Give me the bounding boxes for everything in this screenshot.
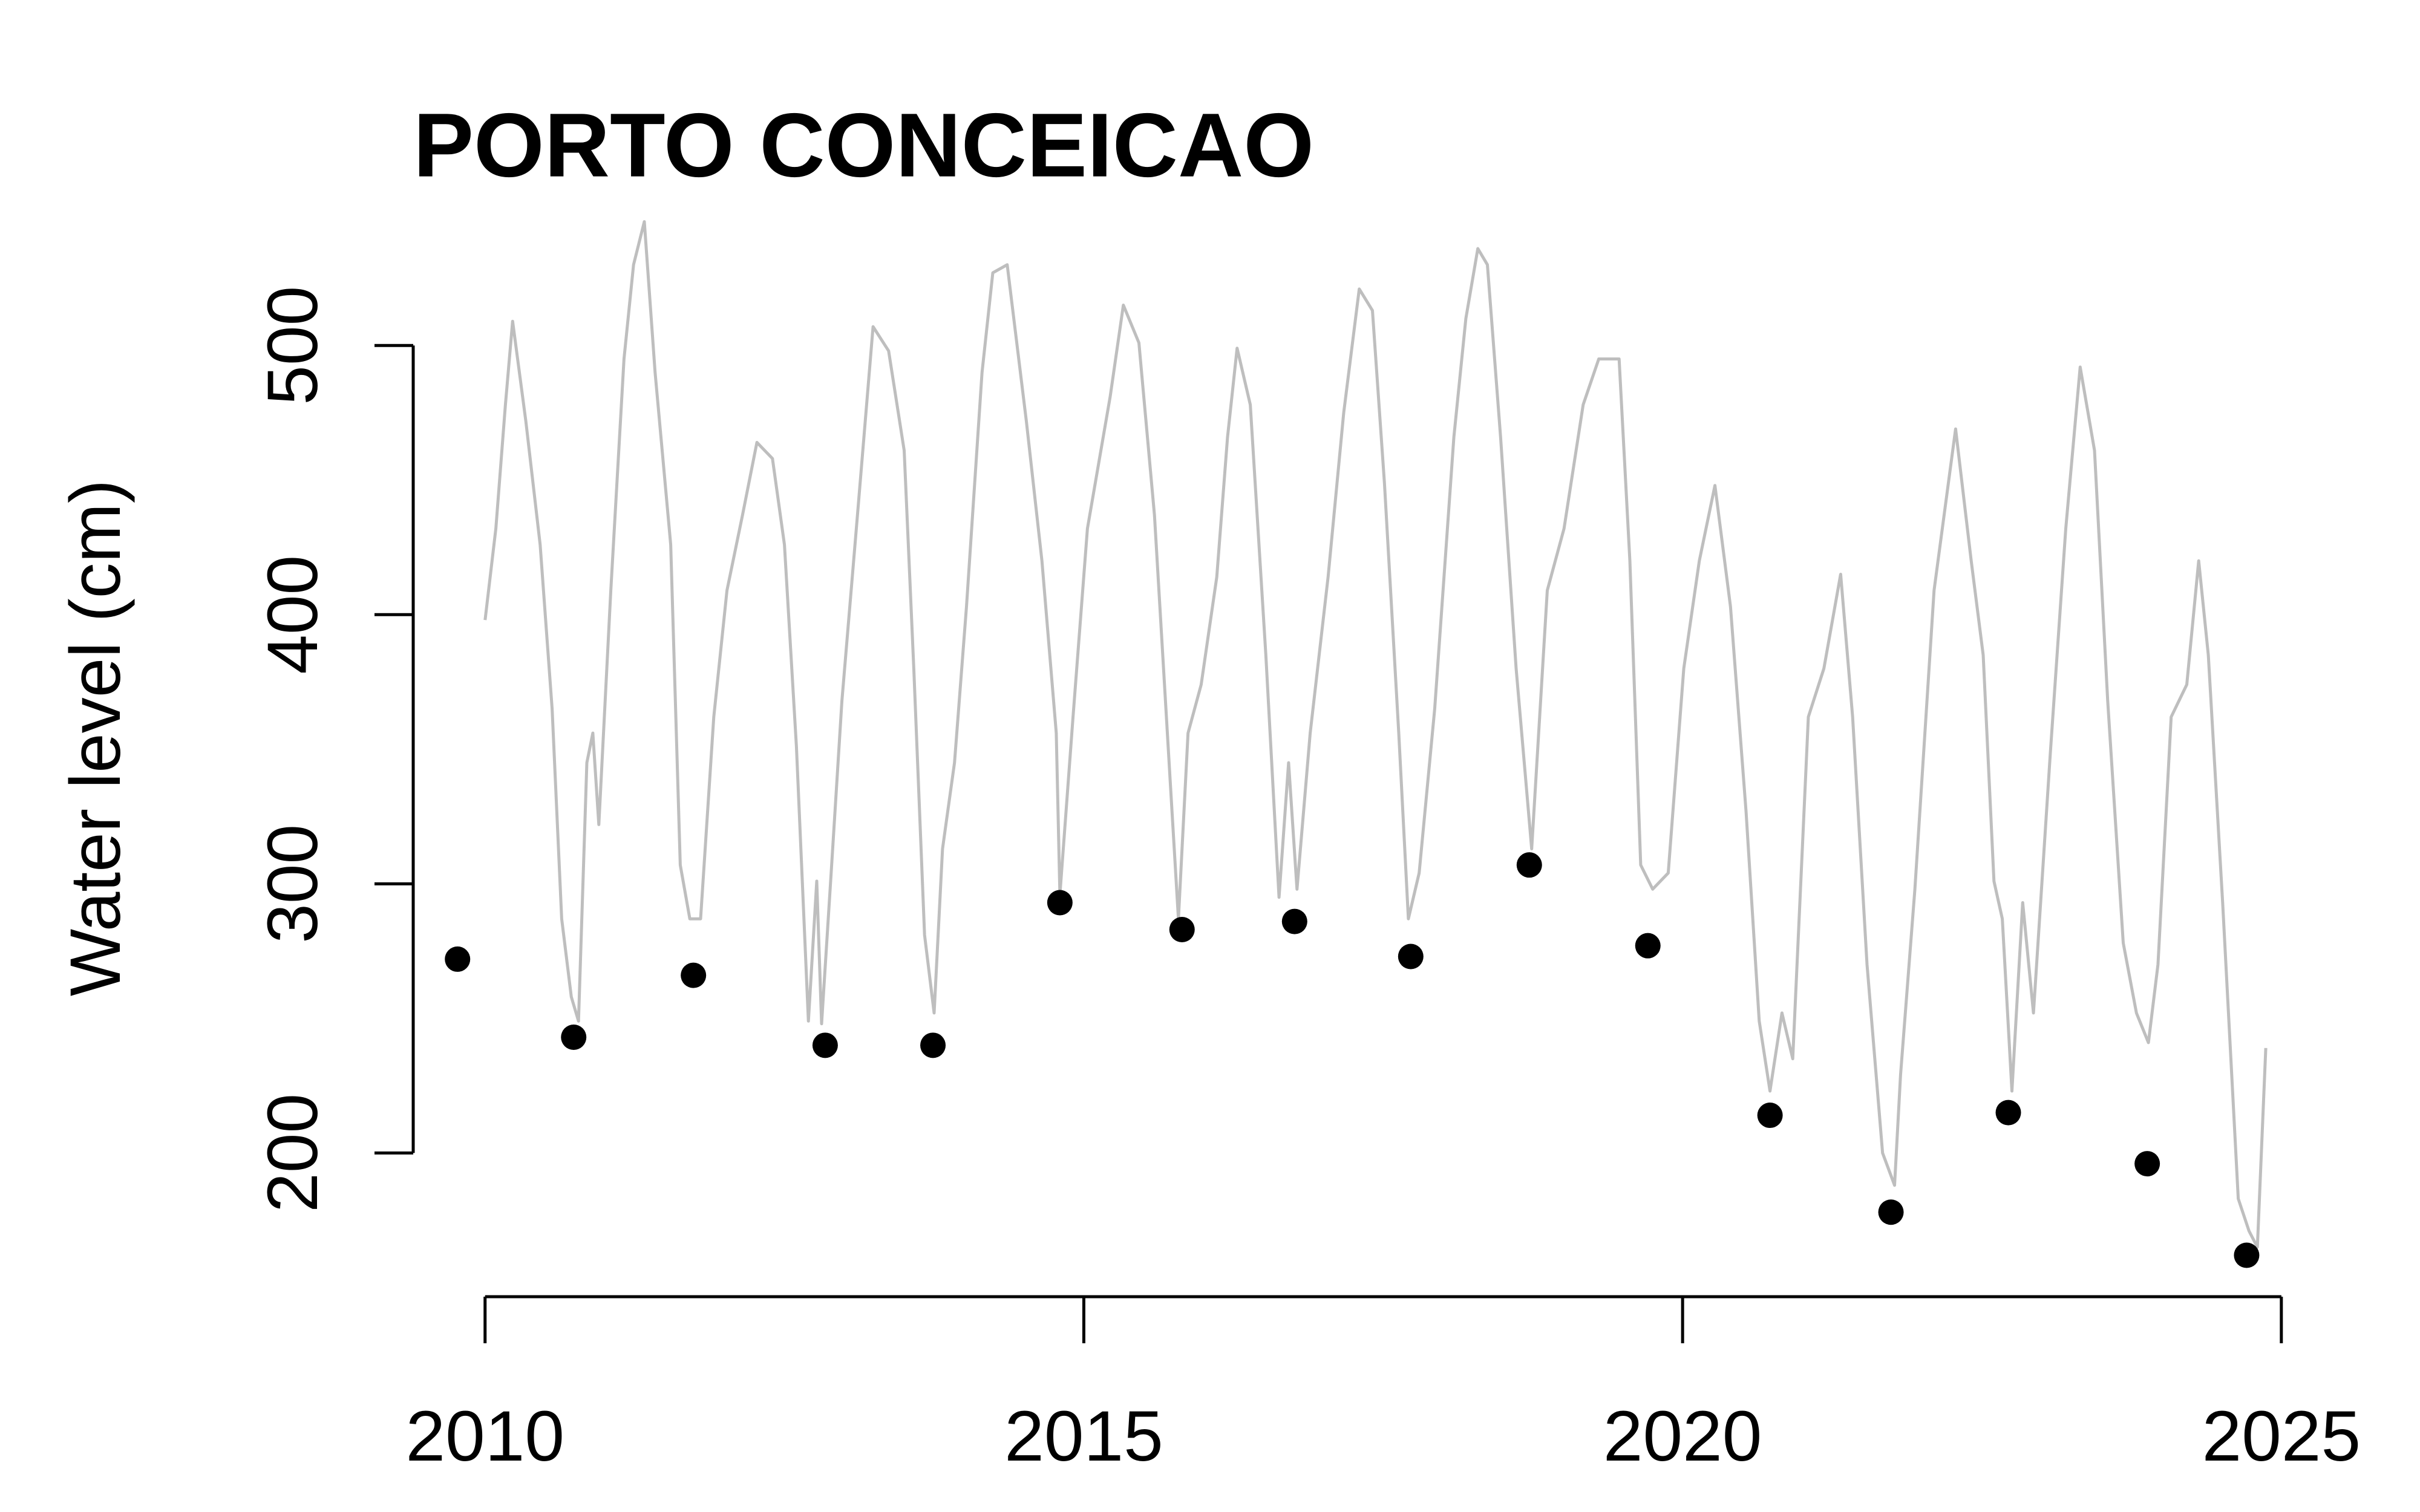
minimum-point <box>1169 916 1195 942</box>
y-tick-label: 200 <box>253 1093 333 1213</box>
x-tick-label: 2015 <box>1004 1396 1163 1476</box>
minimum-point <box>1516 852 1542 878</box>
minimum-point <box>445 946 471 972</box>
minimum-point <box>1281 908 1307 934</box>
minimum-point <box>1878 1199 1904 1225</box>
minimum-point <box>561 1024 587 1050</box>
minimum-point <box>1757 1103 1783 1129</box>
minimum-point <box>2234 1242 2260 1268</box>
minimum-point <box>920 1032 946 1058</box>
y-tick-label: 300 <box>253 824 333 943</box>
x-tick-label: 2020 <box>1603 1396 1762 1476</box>
minimum-point <box>681 962 707 988</box>
water-level-line <box>483 220 2268 1249</box>
y-tick-label: 500 <box>253 286 333 405</box>
x-tick-label: 2025 <box>2202 1396 2361 1476</box>
y-tick-label: 400 <box>253 555 333 674</box>
minimum-point <box>1047 890 1073 916</box>
minimum-point <box>2134 1151 2160 1177</box>
minimum-point <box>1635 933 1661 959</box>
y-axis-title: Water level (cm) <box>56 480 136 996</box>
minimum-point <box>812 1032 838 1058</box>
minimum-point <box>1995 1100 2021 1126</box>
x-tick-label: 2010 <box>406 1396 565 1476</box>
minimum-point <box>1398 943 1424 969</box>
chart-title: PORTO CONCEICAO <box>413 94 1314 196</box>
